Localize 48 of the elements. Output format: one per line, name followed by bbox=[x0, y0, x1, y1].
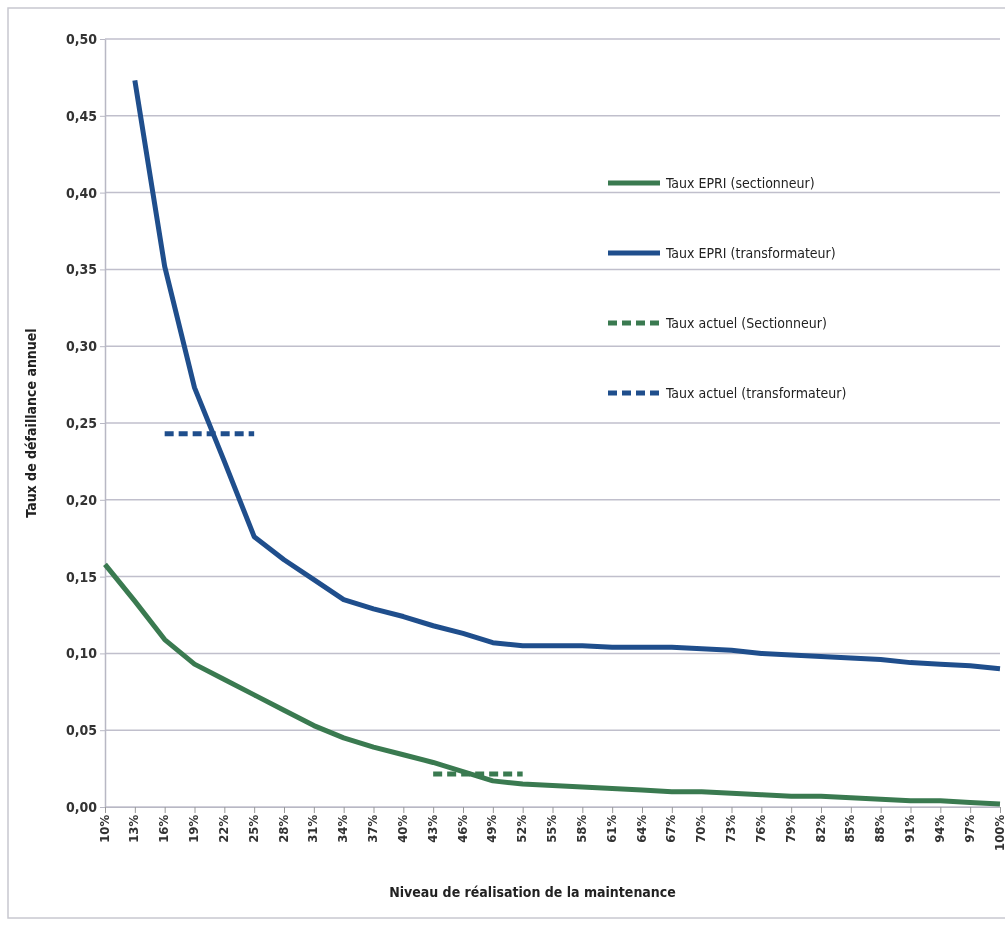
y-tick-label: 0,00 bbox=[65, 798, 98, 815]
y-tick-label: 0,35 bbox=[65, 261, 97, 278]
y-tick-label: 0,20 bbox=[65, 491, 98, 508]
y-tick-label: 0,45 bbox=[65, 107, 97, 124]
x-tick-label: 70% bbox=[693, 814, 709, 843]
x-tick-label: 49% bbox=[484, 814, 500, 843]
x-tick-label: 82% bbox=[812, 814, 828, 843]
x-tick-label: 43% bbox=[424, 814, 440, 843]
x-tick-label: 91% bbox=[902, 814, 918, 843]
x-tick-label: 10% bbox=[96, 814, 112, 843]
y-tick-label: 0,10 bbox=[65, 645, 98, 662]
x-tick-label: 46% bbox=[454, 814, 470, 843]
legend-label: Taux EPRI (sectionneur) bbox=[665, 174, 815, 191]
x-tick-label: 52% bbox=[514, 814, 530, 843]
x-tick-label: 67% bbox=[663, 814, 679, 843]
y-tick-label: 0,40 bbox=[65, 184, 98, 201]
x-tick-label: 22% bbox=[215, 814, 231, 843]
x-tick-label: 79% bbox=[782, 814, 798, 843]
x-tick-label: 55% bbox=[544, 814, 560, 843]
legend-label: Taux actuel (Sectionneur) bbox=[665, 314, 827, 331]
x-tick-label: 40% bbox=[394, 814, 410, 843]
x-tick-label: 16% bbox=[156, 814, 172, 843]
x-tick-label: 25% bbox=[245, 814, 261, 843]
y-tick-label: 0,15 bbox=[65, 568, 97, 585]
x-tick-label: 88% bbox=[872, 814, 888, 843]
y-tick-label: 0,30 bbox=[65, 338, 98, 355]
x-tick-label: 76% bbox=[752, 814, 768, 843]
x-axis-title: Niveau de réalisation de la maintenance bbox=[389, 884, 676, 900]
y-tick-label: 0,50 bbox=[65, 30, 98, 47]
x-tick-label: 73% bbox=[723, 814, 739, 843]
legend-label: Taux EPRI (transformateur) bbox=[665, 244, 836, 261]
x-tick-label: 61% bbox=[603, 814, 619, 843]
x-tick-label: 19% bbox=[186, 814, 202, 843]
y-tick-label: 0,25 bbox=[65, 414, 97, 431]
x-tick-label: 28% bbox=[275, 814, 291, 843]
x-tick-label: 100% bbox=[991, 814, 1005, 851]
y-tick-label: 0,05 bbox=[65, 722, 97, 739]
x-tick-label: 34% bbox=[335, 814, 351, 843]
x-tick-label: 13% bbox=[126, 814, 142, 843]
x-tick-label: 31% bbox=[305, 814, 321, 843]
legend-label: Taux actuel (transformateur) bbox=[665, 384, 847, 401]
x-tick-label: 58% bbox=[573, 814, 589, 843]
x-tick-label: 94% bbox=[931, 814, 947, 843]
x-tick-label: 85% bbox=[842, 814, 858, 843]
x-tick-label: 97% bbox=[961, 814, 977, 843]
x-tick-label: 64% bbox=[633, 814, 649, 843]
x-tick-label: 37% bbox=[365, 814, 381, 843]
y-axis-title: Taux de défaillance annuel bbox=[23, 328, 39, 518]
